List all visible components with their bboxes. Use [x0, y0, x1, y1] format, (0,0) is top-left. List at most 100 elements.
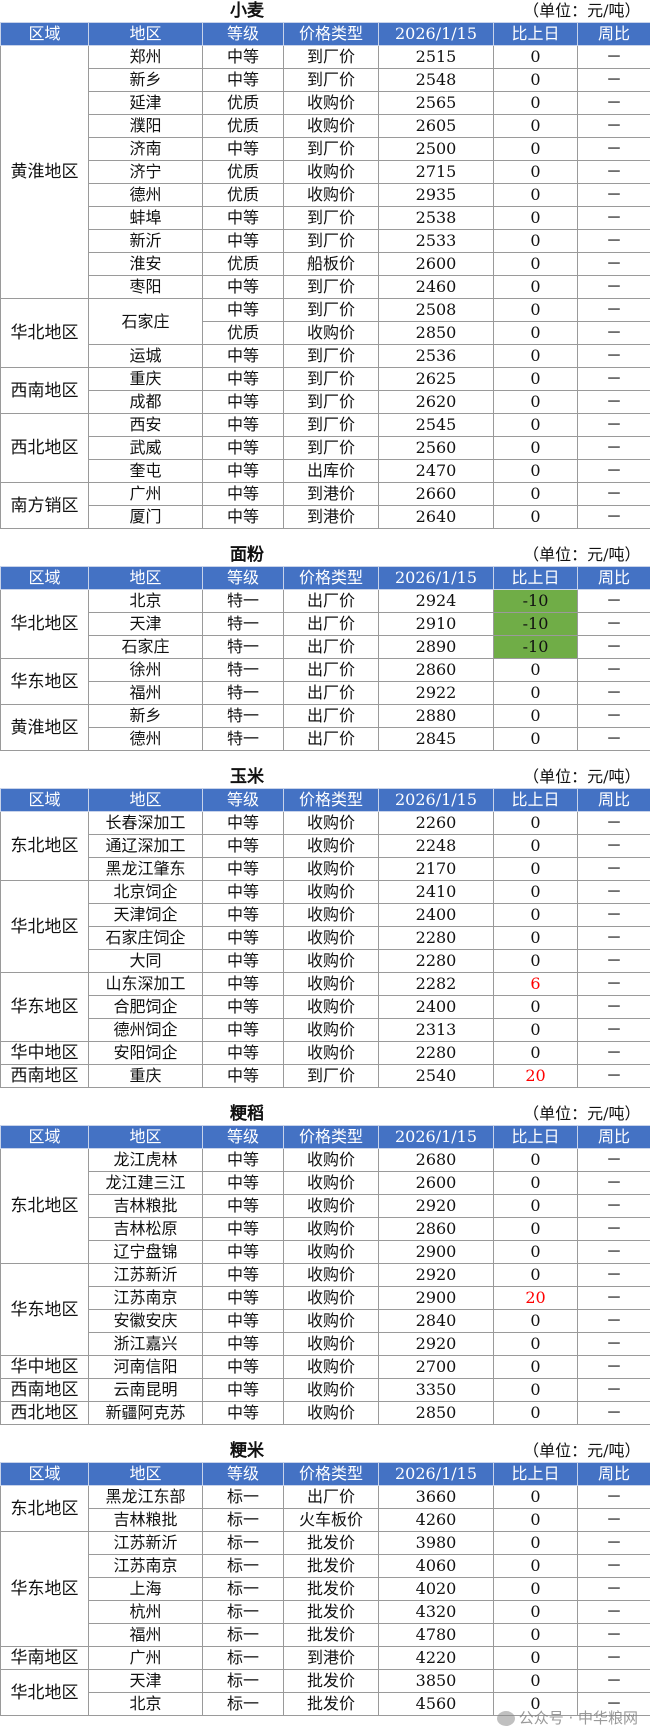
table-row: 江苏南京 中等 收购价 2900 20 －: [1, 1286, 650, 1310]
price-cell: 2850: [377, 321, 495, 345]
price-type-cell: 到厂价: [283, 367, 379, 391]
grade-cell: 特一: [202, 681, 284, 705]
grade-cell: 优质: [202, 321, 284, 345]
grade-cell: 中等: [202, 880, 284, 904]
region-cell: 华东地区: [0, 1531, 89, 1647]
region-cell: 华北地区: [0, 1669, 89, 1716]
daily-change-cell: 0: [493, 834, 579, 858]
price-type-cell: 收购价: [283, 160, 379, 184]
region-cell: 华中地区: [0, 1041, 89, 1065]
price-type-cell: 收购价: [283, 1240, 379, 1264]
grade-cell: 中等: [202, 298, 284, 322]
weekly-change-cell: －: [577, 68, 650, 92]
price-cell: 2508: [377, 298, 495, 322]
area-cell: 天津饲企: [88, 903, 203, 927]
area-cell: 德州: [88, 727, 203, 751]
weekly-change-cell: －: [577, 45, 650, 69]
weekly-change-cell: －: [577, 612, 650, 636]
grade-cell: 中等: [202, 1041, 284, 1065]
grade-cell: 特一: [202, 612, 284, 636]
daily-change-cell: 0: [493, 505, 579, 529]
weekly-change-cell: －: [577, 704, 650, 728]
region-cell: 华东地区: [0, 972, 89, 1042]
table-row: 天津 特一 出厂价 2910 -10 －: [1, 612, 650, 636]
weekly-change-cell: －: [577, 995, 650, 1019]
price-type-cell: 批发价: [283, 1692, 379, 1716]
price-cell: 2680: [377, 1148, 495, 1172]
daily-change-cell: 0: [493, 1355, 579, 1379]
area-cell: 新沂: [88, 229, 203, 253]
daily-change-cell: 0: [493, 880, 579, 904]
daily-change-cell: 0: [493, 183, 579, 207]
table-row: 华北地区 石家庄 中等 到厂价 2508 0 －: [0, 298, 650, 368]
price-cell: 4780: [377, 1623, 495, 1647]
column-header: 比上日: [493, 1125, 579, 1149]
column-header: 周比: [577, 22, 650, 46]
column-header: 比上日: [493, 566, 579, 590]
weekly-change-cell: －: [577, 1041, 650, 1065]
area-cell: 黑龙江肇东: [88, 857, 203, 881]
daily-change-cell: 0: [493, 252, 579, 276]
daily-change-cell: 0: [493, 390, 579, 414]
daily-change-cell: 0: [493, 114, 579, 138]
price-cell: 2845: [377, 727, 495, 751]
price-type-cell: 收购价: [283, 1018, 379, 1042]
column-header: 等级: [202, 22, 284, 46]
column-header: 地区: [88, 1462, 203, 1486]
weekly-change-cell: －: [577, 903, 650, 927]
area-cell: 运城: [88, 344, 203, 368]
grade-cell: 中等: [202, 995, 284, 1019]
daily-change-cell: 0: [493, 1623, 579, 1647]
weekly-change-cell: －: [577, 1286, 650, 1310]
column-header: 2026/1/15: [377, 788, 495, 812]
weekly-change-cell: －: [577, 344, 650, 368]
column-header: 周比: [577, 1462, 650, 1486]
price-type-cell: 收购价: [283, 1401, 379, 1425]
weekly-change-cell: －: [577, 1531, 650, 1555]
daily-change-cell: 0: [493, 45, 579, 69]
area-cell: 德州: [88, 183, 203, 207]
spacer-row: [1, 1088, 650, 1104]
area-cell: 枣阳: [88, 275, 203, 299]
table-row: 辽宁盘锦 中等 收购价 2900 0 －: [1, 1240, 650, 1264]
area-cell: 郑州: [88, 45, 203, 69]
daily-change-cell: 0: [493, 1148, 579, 1172]
price-cell: 2922: [377, 681, 495, 705]
price-type-cell: 出厂价: [283, 704, 379, 728]
area-cell: 西安: [88, 413, 203, 437]
area-cell: 江苏新沂: [88, 1263, 203, 1287]
grade-cell: 中等: [202, 1018, 284, 1042]
area-cell: 新乡: [88, 704, 203, 728]
grade-cell: 中等: [202, 45, 284, 69]
price-cell: 2460: [377, 275, 495, 299]
weekly-change-cell: －: [577, 1401, 650, 1425]
region-cell: 东北地区: [0, 1485, 89, 1532]
daily-change-cell: 0: [493, 681, 579, 705]
unit-label: （单位：元/吨）: [523, 1, 641, 20]
grade-cell: 中等: [202, 275, 284, 299]
grade-cell: 特一: [202, 635, 284, 659]
table-row: 华南地区 广州 标一 到港价 4220 0 －: [0, 1646, 650, 1670]
daily-change-cell: 0: [493, 1669, 579, 1693]
price-cell: 2920: [377, 1263, 495, 1287]
daily-change-cell: 0: [493, 413, 579, 437]
area-cell: 吉林粮批: [88, 1508, 203, 1532]
daily-change-cell: 0: [493, 995, 579, 1019]
area-cell: 合肥饲企: [88, 995, 203, 1019]
area-cell: 石家庄: [88, 298, 203, 345]
weekly-change-cell: －: [577, 321, 650, 345]
price-type-cell: 出厂价: [283, 589, 379, 613]
weekly-change-cell: －: [577, 880, 650, 904]
column-header: 周比: [577, 1125, 650, 1149]
daily-change-cell: 20: [493, 1286, 579, 1310]
grade-cell: 中等: [202, 436, 284, 460]
daily-change-cell: 0: [493, 229, 579, 253]
grade-cell: 中等: [202, 367, 284, 391]
price-cell: 2548: [377, 68, 495, 92]
daily-change-cell: 0: [493, 1508, 579, 1532]
daily-change-cell: 0: [493, 1554, 579, 1578]
table-row: 华北地区 北京饲企 中等 收购价 2410 0 －: [0, 880, 650, 973]
table-row: 华东地区 江苏新沂 中等 收购价 2920 0 －: [0, 1263, 650, 1356]
price-type-cell: 收购价: [283, 1171, 379, 1195]
price-type-cell: 到厂价: [283, 68, 379, 92]
